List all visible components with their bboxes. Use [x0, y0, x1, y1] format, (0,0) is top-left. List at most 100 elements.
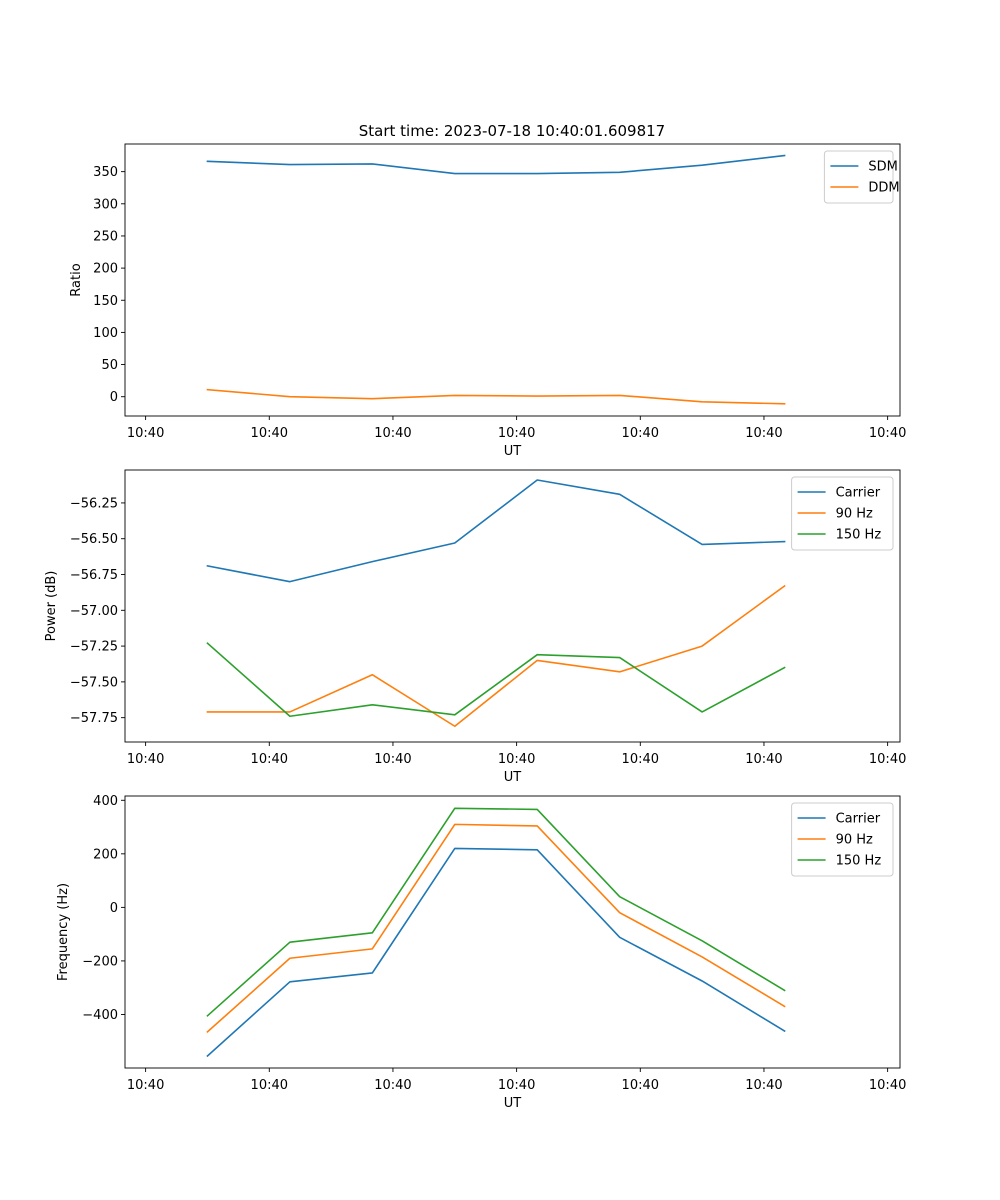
legend-box — [823, 150, 894, 204]
x-tick-label: 10:40 — [127, 426, 164, 441]
x-tick-ratio-6: 10:40 — [869, 416, 906, 441]
panel-ratio: 10:40 10:40 10:40 10:40 10:40 10:40 10:40 0 50 10… — [69, 143, 906, 459]
legend-label: Carrier — [836, 486, 881, 501]
y-tick-ratio-5: 250 — [93, 229, 125, 244]
series-line-power-0 — [206, 479, 786, 583]
y-tick-power-2: −57.25 — [70, 640, 125, 655]
y-tick-label: 350 — [93, 165, 118, 180]
x-tick-label: 10:40 — [869, 426, 906, 441]
series-line-frequency-2 — [206, 807, 786, 1017]
y-tick-label: 400 — [93, 794, 118, 809]
x-tick-label: 10:40 — [869, 752, 906, 767]
x-tick-ratio-3: 10:40 — [498, 416, 535, 441]
series-line-power-2 — [206, 642, 786, 718]
legend-entry-ratio-0: SDM — [830, 160, 898, 175]
y-tick-label: 0 — [110, 901, 118, 916]
x-tick-label: 10:40 — [498, 752, 535, 767]
y-tick-label: 200 — [93, 847, 118, 862]
series-line-power-1 — [206, 584, 786, 728]
y-tick-label: −400 — [82, 1008, 118, 1023]
legend-label: 90 Hz — [836, 507, 873, 522]
axes-frame-ratio — [124, 143, 901, 417]
legend-ratio: SDM DDM — [823, 150, 900, 204]
x-tick-power-5: 10:40 — [745, 742, 783, 767]
x-tick-label: 10:40 — [374, 426, 411, 441]
y-tick-label: −57.50 — [70, 675, 118, 690]
x-tick-label: 10:40 — [498, 426, 535, 441]
x-tick-label: 10:40 — [622, 426, 659, 441]
y-tick-label: −57.00 — [70, 604, 118, 619]
x-tick-frequency-4: 10:40 — [622, 1068, 659, 1093]
legend-label: DDM — [868, 181, 899, 196]
y-axis-label-frequency: Frequency (Hz) — [56, 883, 71, 981]
y-tick-frequency-0: −400 — [82, 1008, 125, 1023]
x-tick-label: 10:40 — [869, 1078, 906, 1093]
y-tick-frequency-1: −200 — [82, 954, 125, 969]
legend-frequency: Carrier 90 Hz 150 Hz — [791, 802, 894, 877]
x-tick-power-2: 10:40 — [374, 742, 412, 767]
x-tick-frequency-2: 10:40 — [374, 1068, 412, 1093]
y-axis-label-power: Power (dB) — [44, 571, 59, 642]
x-tick-ratio-4: 10:40 — [622, 416, 659, 441]
y-tick-label: 0 — [110, 390, 118, 405]
x-axis-label-ratio: UT — [504, 444, 522, 459]
y-tick-label: 250 — [93, 229, 118, 244]
axes-frame-power — [124, 469, 901, 743]
legend-entry-frequency-2: 150 Hz — [797, 854, 882, 869]
x-tick-power-0: 10:40 — [127, 742, 164, 767]
y-tick-label: −200 — [82, 954, 118, 969]
x-tick-power-4: 10:40 — [622, 742, 659, 767]
y-tick-power-4: −56.75 — [70, 568, 125, 583]
y-tick-ratio-2: 100 — [93, 326, 125, 341]
legend-entry-power-0: Carrier — [797, 486, 881, 501]
x-tick-label: 10:40 — [374, 752, 411, 767]
series-line-ratio-1 — [206, 388, 786, 405]
y-tick-label: 50 — [101, 358, 118, 373]
legend-entry-ratio-1: DDM — [830, 181, 900, 196]
y-tick-power-1: −57.50 — [70, 675, 125, 690]
y-tick-power-3: −57.00 — [70, 604, 125, 619]
x-tick-label: 10:40 — [622, 1078, 659, 1093]
x-tick-label: 10:40 — [498, 1078, 535, 1093]
x-tick-label: 10:40 — [745, 1078, 782, 1093]
series-line-frequency-0 — [206, 847, 786, 1058]
legend-box — [791, 802, 894, 877]
y-tick-frequency-4: 400 — [93, 794, 125, 809]
y-tick-label: 100 — [93, 326, 118, 341]
axes-frame-frequency — [124, 795, 901, 1069]
x-tick-ratio-2: 10:40 — [374, 416, 412, 441]
x-tick-label: 10:40 — [127, 1078, 164, 1093]
x-axis-label-frequency: UT — [504, 1096, 522, 1111]
x-tick-ratio-1: 10:40 — [251, 416, 288, 441]
x-tick-power-6: 10:40 — [869, 742, 906, 767]
legend-entry-frequency-0: Carrier — [797, 812, 881, 827]
legend-label: SDM — [868, 160, 897, 175]
y-tick-frequency-2: 0 — [110, 901, 125, 916]
y-tick-ratio-1: 50 — [101, 358, 125, 373]
series-line-ratio-0 — [206, 154, 786, 175]
legend-power: Carrier 90 Hz 150 Hz — [791, 476, 894, 551]
x-tick-power-1: 10:40 — [251, 742, 288, 767]
x-tick-ratio-0: 10:40 — [127, 416, 164, 441]
y-tick-ratio-4: 200 — [93, 262, 125, 277]
y-tick-label: 200 — [93, 262, 118, 277]
x-tick-ratio-5: 10:40 — [745, 416, 783, 441]
x-tick-frequency-0: 10:40 — [127, 1068, 164, 1093]
legend-label: 150 Hz — [836, 854, 882, 869]
legend-entry-power-1: 90 Hz — [797, 507, 873, 522]
x-tick-label: 10:40 — [251, 426, 288, 441]
panels: 10:40 10:40 10:40 10:40 10:40 10:40 10:40 0 50 10… — [44, 143, 906, 1111]
panel-frequency: 10:40 10:40 10:40 10:40 10:40 10:40 10:40 −400 −… — [56, 794, 906, 1111]
y-axis-label-ratio: Ratio — [69, 263, 84, 296]
series-line-frequency-1 — [206, 823, 786, 1033]
y-tick-label: −56.75 — [70, 568, 118, 583]
y-tick-power-6: −56.25 — [70, 496, 125, 511]
x-tick-power-3: 10:40 — [498, 742, 535, 767]
legend-label: Carrier — [836, 812, 881, 827]
y-tick-label: 150 — [93, 294, 118, 309]
y-tick-power-5: −56.50 — [70, 532, 125, 547]
y-tick-ratio-3: 150 — [93, 294, 125, 309]
y-tick-label: −56.25 — [70, 496, 118, 511]
panel-power: 10:40 10:40 10:40 10:40 10:40 10:40 10:40 −57.7… — [44, 469, 906, 785]
